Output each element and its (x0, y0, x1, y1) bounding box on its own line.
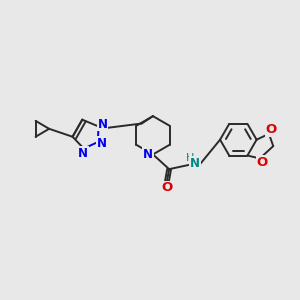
Text: N: N (97, 137, 107, 150)
Text: O: O (256, 156, 268, 169)
Text: O: O (266, 124, 277, 136)
Text: N: N (98, 118, 108, 130)
Text: N: N (78, 147, 88, 160)
Text: O: O (161, 181, 172, 194)
Text: H: H (186, 153, 194, 163)
Text: N: N (190, 157, 200, 170)
Text: N: N (143, 148, 153, 161)
